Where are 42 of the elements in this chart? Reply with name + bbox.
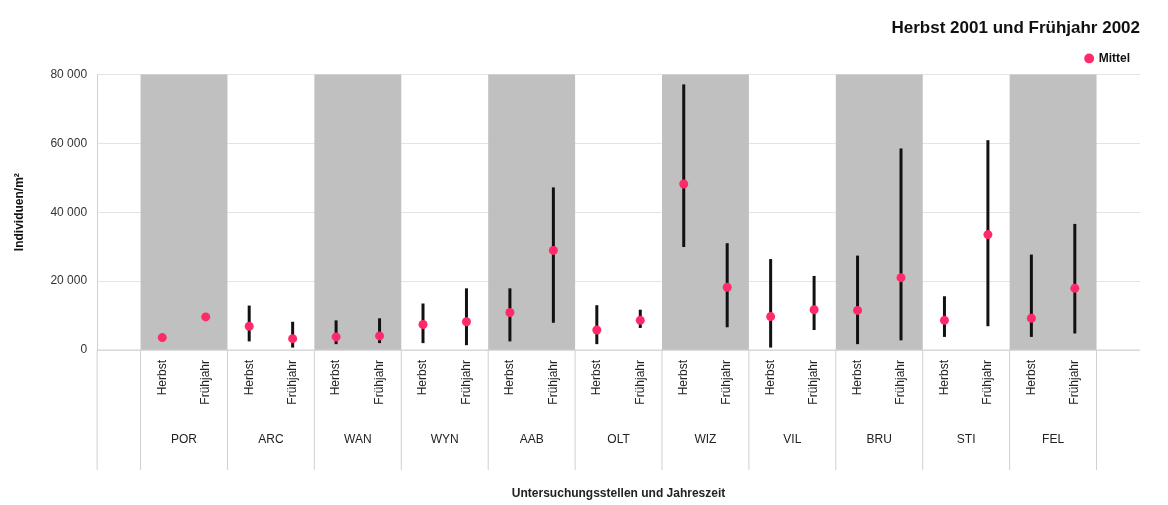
text: Herbst <box>241 359 256 396</box>
chart-title: Herbst 2001 und Frühjahr 2002 <box>891 17 1140 37</box>
text: Herbst <box>762 359 777 396</box>
text: Herbst <box>1023 359 1038 396</box>
text: Herbst <box>849 359 864 396</box>
text: Frühjahr <box>545 360 560 405</box>
text: Herbst <box>415 359 430 396</box>
x-tick-label: VIL <box>783 432 802 447</box>
x-tick-label: ARC <box>258 432 284 447</box>
y-tick-label: 40 000 <box>50 204 88 219</box>
x-tick-label: POR <box>171 432 198 447</box>
text: Herbst <box>936 359 951 396</box>
x-tick-label: STI <box>956 432 976 447</box>
x-tick-label: WIZ <box>694 432 717 447</box>
text: Frühjahr <box>719 360 734 405</box>
text: Frühjahr <box>371 360 386 405</box>
text: Herbst <box>154 359 169 396</box>
y-tick-label: 20 000 <box>50 273 88 288</box>
text: Frühjahr <box>980 360 995 405</box>
x-tick-label: FEL <box>1042 432 1065 447</box>
text: Frühjahr <box>284 360 299 405</box>
text: Frühjahr <box>458 360 473 405</box>
y-tick-label: 60 000 <box>50 135 88 150</box>
x-tick-label: AAB <box>519 432 544 447</box>
y-axis-title: Individuen/m² <box>11 173 26 252</box>
x-tick-label: BRU <box>866 432 892 447</box>
x-tick-label: WAN <box>344 432 372 447</box>
text: Frühjahr <box>806 360 821 405</box>
text: Herbst <box>328 359 343 396</box>
text: Frühjahr <box>198 360 213 405</box>
text: Frühjahr <box>1067 360 1082 405</box>
y-tick-label: 0 <box>80 342 88 357</box>
text: Herbst <box>589 359 604 396</box>
y-tick-label: 80 000 <box>50 66 88 81</box>
text: Frühjahr <box>632 360 647 405</box>
text: Herbst <box>502 359 517 396</box>
text: Herbst <box>676 359 691 396</box>
x-axis-title: Untersuchungsstellen und Jahreszeit <box>511 486 726 501</box>
text: Frühjahr <box>893 360 908 405</box>
x-tick-label: WYN <box>430 432 459 447</box>
legend-label: Mittel <box>1098 50 1131 65</box>
x-tick-label: OLT <box>607 432 631 447</box>
